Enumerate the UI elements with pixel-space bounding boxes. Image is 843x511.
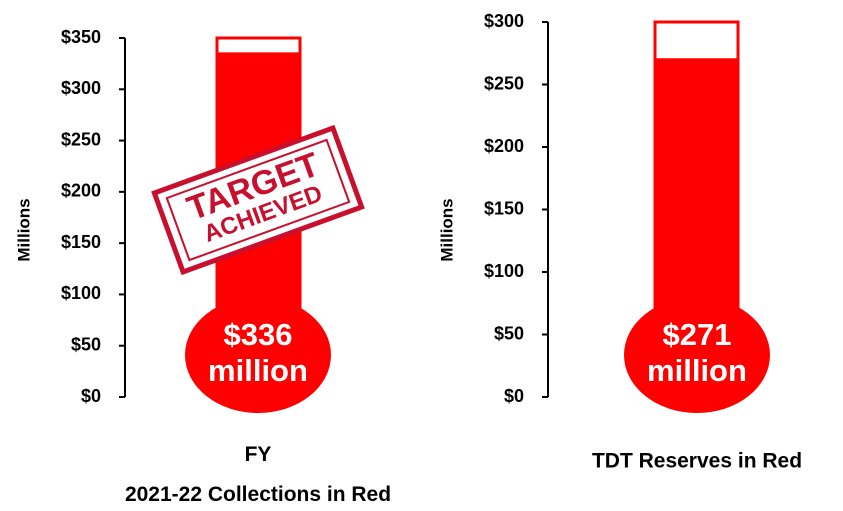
y-tick-label: $250 [61, 129, 101, 149]
y-tick-label: $0 [81, 386, 101, 406]
page: $0$50$100$150$200$250$300$350Millions$33… [0, 0, 843, 511]
y-tick-label: $100 [61, 283, 101, 303]
y-tick-label: $150 [484, 198, 524, 218]
y-tick-label: $200 [61, 181, 101, 201]
y-tick-label: $50 [494, 323, 524, 343]
y-tick-label: $300 [484, 11, 524, 31]
y-axis-label: Millions [437, 198, 456, 261]
y-tick-label: $200 [484, 136, 524, 156]
y-tick-label: $250 [484, 73, 524, 93]
chart-title: TDT Reserves in Red [592, 450, 802, 473]
y-tick-label: $300 [61, 78, 101, 98]
y-tick-label: $100 [484, 261, 524, 281]
y-axis-label: Millions [14, 198, 33, 261]
y-tick-label: $0 [504, 386, 524, 406]
y-tick-label: $50 [71, 334, 101, 354]
y-tick-label: $150 [61, 232, 101, 252]
y-tick-label: $350 [61, 27, 101, 47]
